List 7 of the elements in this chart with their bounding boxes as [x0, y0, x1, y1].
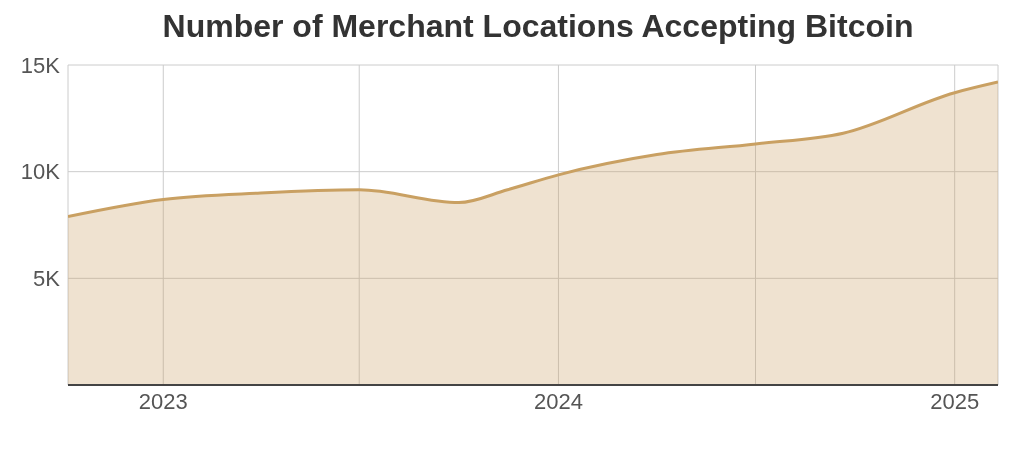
y-tick-label: 5K — [33, 266, 61, 292]
x-tick-label: 2024 — [533, 388, 583, 414]
x-tick-label: 2025 — [930, 388, 980, 414]
y-tick-label: 15K — [20, 52, 61, 78]
y-tick-label: 10K — [20, 159, 61, 185]
chart-title: Number of Merchant Locations Accepting Bitcoin — [161, 8, 915, 45]
x-tick-label: 2023 — [138, 388, 188, 414]
